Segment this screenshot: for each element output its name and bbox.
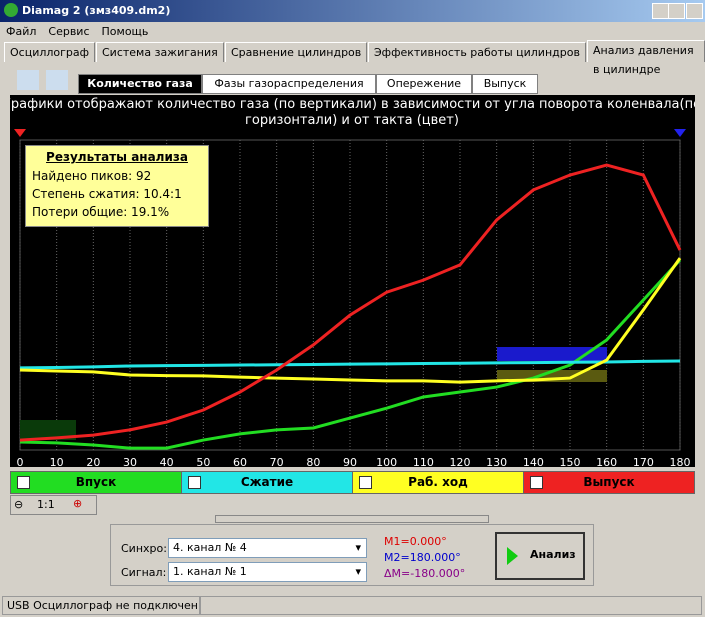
results-line: Потери общие: 19.1% <box>32 205 170 219</box>
x-tick-label: 50 <box>196 456 210 467</box>
legend-button[interactable]: Сжатие <box>181 471 353 494</box>
results-line: Найдено пиков: 92 <box>32 169 152 183</box>
marker-m2[interactable] <box>674 129 686 137</box>
status-pane <box>200 596 702 615</box>
close-button[interactable] <box>686 3 703 19</box>
tab[interactable]: Эффективность работы цилиндров <box>368 42 586 62</box>
legend-label: Сжатие <box>240 475 294 489</box>
x-tick-label: 100 <box>376 456 397 467</box>
status-text: USB Осциллограф не подключен <box>7 599 198 612</box>
signal-combo[interactable]: 1. канал № 1 ▾ <box>168 562 367 582</box>
series-line <box>19 359 681 370</box>
x-tick-label: 40 <box>160 456 174 467</box>
play-icon <box>507 547 518 565</box>
x-tick-label: 0 <box>17 456 24 467</box>
checkbox[interactable] <box>188 476 201 489</box>
toolbar-icon[interactable] <box>46 70 68 90</box>
legend-label: Выпуск <box>583 475 635 489</box>
legend-label: Раб. ход <box>408 475 468 489</box>
zoom-bar: ⊖ 1:1 ⊕ <box>10 495 97 515</box>
zone <box>497 347 607 361</box>
checkbox[interactable] <box>17 476 30 489</box>
menu-item[interactable]: Помощь <box>101 25 149 38</box>
signal-label: Сигнал: <box>121 566 167 579</box>
x-tick-label: 150 <box>560 456 581 467</box>
analyze-button[interactable]: Анализ <box>495 532 585 580</box>
delta-m: ΔM=-180.000° <box>384 567 466 580</box>
x-tick-label: 170 <box>633 456 654 467</box>
x-tick-label: 130 <box>486 456 507 467</box>
m1: M1=0.000° <box>384 535 447 548</box>
subtab[interactable]: Количество газа <box>78 74 202 94</box>
x-tick-label: 10 <box>50 456 64 467</box>
results-title: Результаты анализа <box>46 150 188 164</box>
subtab[interactable]: Опережение <box>376 74 472 94</box>
description: горизонтали) и от такта (цвет) <box>245 113 459 128</box>
sync-value: 4. канал № 4 <box>173 541 247 554</box>
window-title: Diamag 2 (змз409.dm2) <box>22 4 171 17</box>
tab[interactable]: Сравнение цилиндров <box>225 42 368 62</box>
sync-combo[interactable]: 4. канал № 4 ▾ <box>168 538 367 558</box>
results-line: Степень сжатия: 10.4:1 <box>32 187 182 201</box>
marker-m1[interactable] <box>14 129 26 137</box>
m2: M2=180.000° <box>384 551 461 564</box>
splitter[interactable] <box>215 515 489 523</box>
x-tick-label: 180 <box>670 456 691 467</box>
series-line <box>19 163 682 442</box>
analyze-label: Анализ <box>530 548 576 561</box>
x-tick-label: 30 <box>123 456 137 467</box>
x-tick-label: 70 <box>270 456 284 467</box>
subtab[interactable]: Выпуск <box>472 74 538 94</box>
series-line <box>19 258 682 450</box>
title-bar: Diamag 2 (змз409.dm2) <box>0 0 705 22</box>
tab[interactable]: Осциллограф <box>4 42 96 62</box>
subtab[interactable]: Фазы газораспределения <box>202 74 376 94</box>
menu-item[interactable]: Сервис <box>48 25 90 38</box>
zoom-in[interactable]: ⊕ <box>73 497 83 510</box>
x-tick-label: 60 <box>233 456 247 467</box>
menu-bar: Файл Сервис Помощь <box>6 25 160 38</box>
legend-button[interactable]: Раб. ход <box>352 471 524 494</box>
x-tick-label: 90 <box>343 456 357 467</box>
series-line <box>19 257 682 384</box>
toolbar-icon[interactable] <box>17 70 39 90</box>
minimize-button[interactable] <box>652 3 669 19</box>
zone <box>20 420 76 440</box>
tab[interactable]: Анализ давления в цилиндре <box>587 40 705 76</box>
legend-button[interactable]: Выпуск <box>523 471 695 494</box>
legend-label: Впуск <box>75 475 117 489</box>
maximize-button[interactable] <box>668 3 685 19</box>
checkbox[interactable] <box>530 476 543 489</box>
x-tick-label: 110 <box>413 456 434 467</box>
x-tick-label: 20 <box>86 456 100 467</box>
x-tick-label: 160 <box>596 456 617 467</box>
zoom-level: 1:1 <box>37 498 55 511</box>
legend-button[interactable]: Впуск <box>10 471 182 494</box>
checkbox[interactable] <box>359 476 372 489</box>
menu-item[interactable]: Файл <box>6 25 37 38</box>
zoom-out[interactable]: ⊖ <box>14 498 24 511</box>
tab[interactable]: Система зажигания <box>96 42 224 62</box>
signal-value: 1. канал № 1 <box>173 565 247 578</box>
x-tick-label: 120 <box>450 456 471 467</box>
controls-panel: Синхро: 4. канал № 4 ▾ Сигнал: 1. канал №… <box>110 524 594 586</box>
status-bar: USB Осциллограф не подключен <box>2 596 200 615</box>
app-icon <box>4 3 18 17</box>
results-box: Результаты анализа Найдено пиков: 92 Сте… <box>25 145 209 227</box>
sync-label: Синхро: <box>121 542 167 555</box>
x-tick-label: 140 <box>523 456 544 467</box>
description: Графики отображают количество газа (по в… <box>10 97 695 112</box>
x-tick-label: 80 <box>306 456 320 467</box>
